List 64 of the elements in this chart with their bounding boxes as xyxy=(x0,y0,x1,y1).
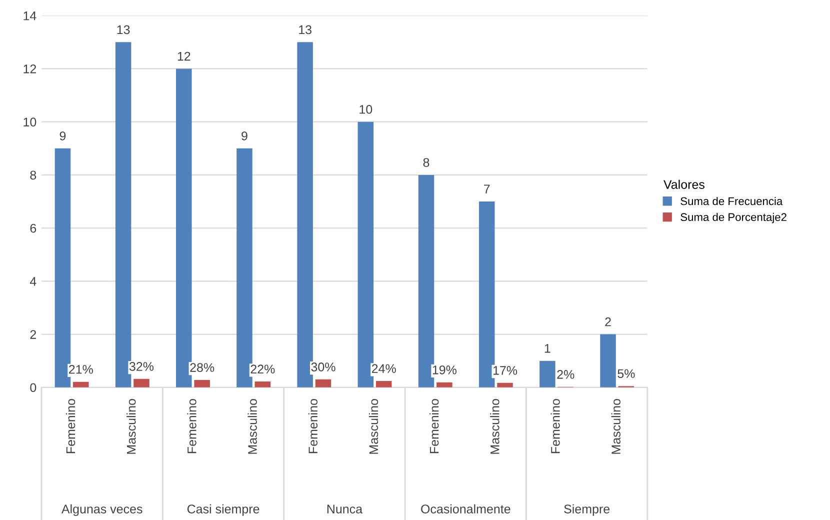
data-label: 19% xyxy=(432,365,456,374)
x-tick-label: Masculino xyxy=(248,399,257,454)
x-tick-label: Femenino xyxy=(187,399,196,454)
data-label: 12 xyxy=(178,52,190,61)
y-tick-label: 10 xyxy=(24,118,36,126)
data-label: 2 xyxy=(605,317,611,326)
bar xyxy=(297,42,313,388)
bar xyxy=(194,380,210,388)
y-tick-label: 2 xyxy=(30,330,36,339)
y-tick-label: 14 xyxy=(24,12,36,20)
data-label: 7 xyxy=(484,184,490,194)
bar xyxy=(376,381,392,388)
x-tick-label: Femenino xyxy=(66,399,76,454)
legend-title: Valores xyxy=(664,180,704,189)
text: Algunas veces xyxy=(61,504,142,516)
bar xyxy=(436,382,452,388)
bar xyxy=(540,360,556,388)
bar xyxy=(73,382,89,388)
data-label: 21% xyxy=(69,364,93,374)
x-tick-label: Masculino xyxy=(490,399,500,454)
data-label: 9 xyxy=(242,132,248,140)
text: Siempre xyxy=(564,504,610,516)
data-label: 8 xyxy=(423,158,430,167)
bar xyxy=(176,68,192,388)
text: Casi siempre xyxy=(187,504,260,516)
bar xyxy=(358,122,374,388)
data-label: 22% xyxy=(250,364,275,374)
y-tick-label: 8 xyxy=(30,170,36,180)
y-tick-label: 12 xyxy=(24,64,36,74)
bar xyxy=(236,148,252,388)
bar xyxy=(54,148,71,388)
data-label: 10 xyxy=(360,104,372,114)
bar xyxy=(254,382,271,388)
y-tick-label: 0 xyxy=(30,383,36,392)
x-tick-label: Masculino xyxy=(126,399,136,454)
data-label: 9 xyxy=(60,132,66,140)
data-label: 24% xyxy=(372,364,396,373)
x-tick-label: Femenino xyxy=(430,399,439,454)
x-tick-label: Masculino xyxy=(611,399,620,454)
data-label: 30% xyxy=(311,362,336,372)
y-tick-label: 6 xyxy=(30,224,36,233)
bar xyxy=(418,174,434,388)
data-label: 13 xyxy=(299,25,312,34)
data-label: 2% xyxy=(557,370,574,379)
bar xyxy=(134,378,150,388)
x-tick-label: Masculino xyxy=(368,399,378,454)
text: Nunca xyxy=(327,504,363,514)
bar xyxy=(478,202,495,388)
data-label: 1 xyxy=(544,344,550,353)
bar xyxy=(497,382,513,388)
bar xyxy=(115,42,132,388)
x-tick-label: Femenino xyxy=(308,399,318,454)
data-label: 32% xyxy=(129,362,154,371)
legend-label: Suma de Porcentaje2 xyxy=(680,212,786,224)
bar xyxy=(600,334,616,388)
data-label: 28% xyxy=(190,363,214,372)
bar xyxy=(315,379,332,388)
data-label: 13 xyxy=(117,25,130,34)
data-label: 5% xyxy=(618,369,635,378)
y-tick-label: 4 xyxy=(30,277,36,286)
text: Ocasionalmente xyxy=(421,504,510,514)
x-tick-label: Femenino xyxy=(550,399,560,454)
legend-label: Suma de Frecuencia xyxy=(680,196,783,206)
data-label: 17% xyxy=(493,366,518,375)
